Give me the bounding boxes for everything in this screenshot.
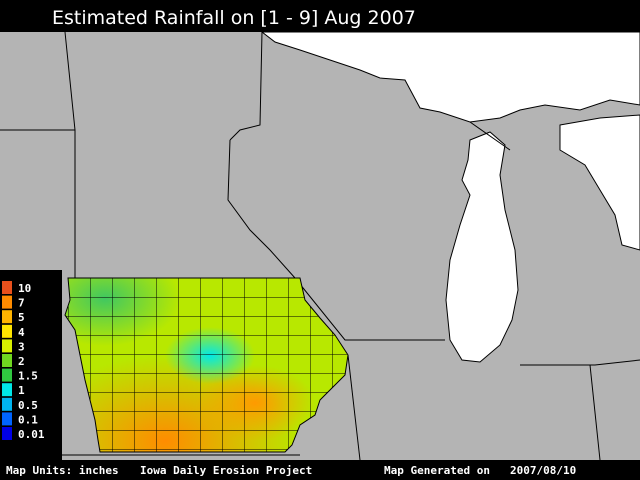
title-bar: [0, 0, 640, 32]
legend-swatch: [2, 281, 12, 294]
lake-huron: [559, 114, 640, 251]
title: Estimated Rainfall on [1 - 9] Aug 2007: [52, 7, 416, 29]
legend-label: 4: [18, 326, 25, 339]
legend-swatch: [2, 412, 12, 426]
legend-swatch: [2, 383, 12, 397]
legend-swatch: [2, 295, 12, 309]
legend-label: 1: [18, 384, 25, 397]
legend-label: 0.5: [18, 399, 38, 412]
legend-swatch: [2, 339, 12, 353]
project: Iowa Daily Erosion Project: [140, 464, 312, 477]
iowa-border: [64, 277, 349, 453]
legend-swatch: [2, 427, 12, 440]
legend-swatch: [2, 397, 12, 411]
legend-label: 3: [18, 340, 25, 353]
legend-label: 2: [18, 355, 25, 368]
legend-label: 5: [18, 311, 25, 324]
legend-swatch: [2, 310, 12, 324]
map-units: Map Units: inches: [6, 464, 119, 477]
legend-items: 10 75 43 2 1.51 0.50.1 0.01: [2, 281, 45, 441]
rainfall-field: [65, 278, 348, 452]
lake-michigan: [445, 131, 519, 363]
legend-label: 0.01: [18, 428, 45, 441]
legend-swatch: [2, 354, 12, 367]
lake-superior: [260, 31, 640, 123]
legend-label: 0.1: [18, 413, 38, 426]
legend-swatch: [2, 368, 12, 382]
legend-label: 10: [18, 282, 31, 295]
legend-label: 1.5: [18, 370, 38, 383]
generated-label: Map Generated on: [384, 464, 490, 477]
footer: [0, 460, 640, 480]
generated-date: 2007/08/10: [510, 464, 576, 477]
legend-label: 7: [18, 297, 25, 310]
state-lines: [0, 31, 640, 461]
legend-swatch: [2, 324, 12, 338]
